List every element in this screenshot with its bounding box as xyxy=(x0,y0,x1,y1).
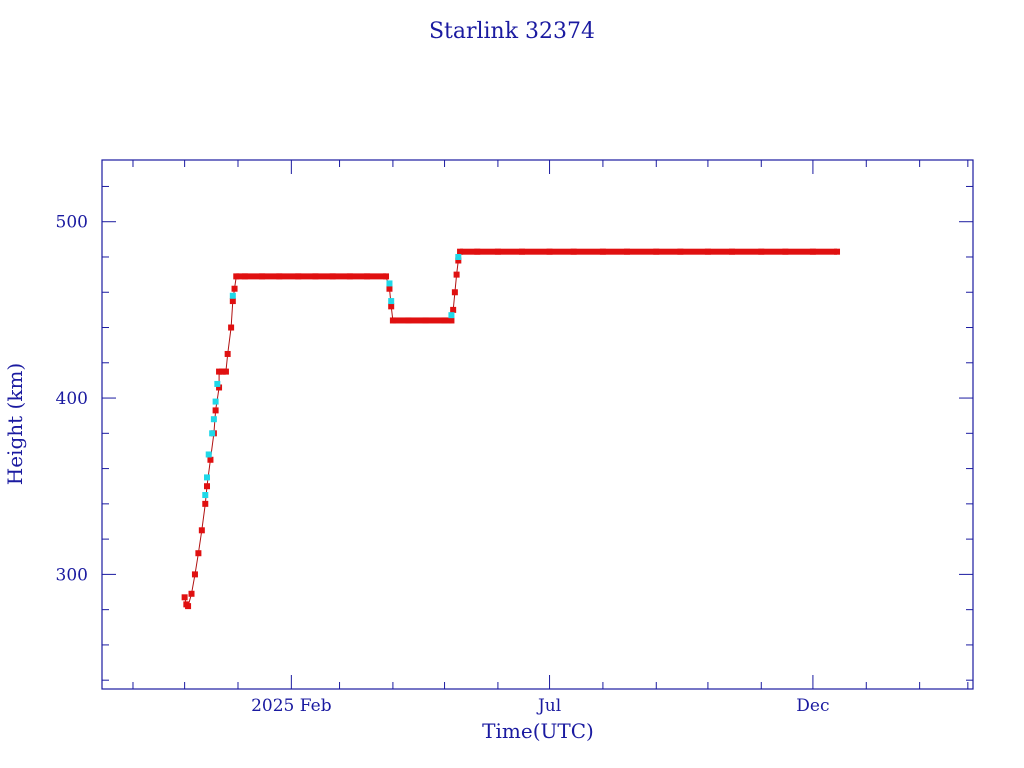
data-point-segment xyxy=(761,248,786,255)
data-point xyxy=(198,527,205,534)
data-point-segment xyxy=(349,273,368,280)
axis-ticks xyxy=(102,160,973,689)
data-point xyxy=(202,492,209,499)
data-point-segment xyxy=(522,248,550,255)
data-point xyxy=(386,285,393,292)
data-point xyxy=(383,273,390,280)
data-point xyxy=(388,298,395,305)
y-tick-label: 300 xyxy=(56,565,88,585)
data-point xyxy=(195,550,202,557)
x-axis-label: Time(UTC) xyxy=(482,719,594,743)
data-point-segment xyxy=(332,273,350,280)
height-trace-line xyxy=(184,251,837,608)
x-tick-label: Dec xyxy=(796,696,829,716)
data-point xyxy=(834,248,841,255)
data-point-segment xyxy=(602,248,628,255)
data-point-segment xyxy=(460,248,478,255)
data-point xyxy=(181,594,188,601)
data-point xyxy=(205,451,212,458)
data-point-segment xyxy=(573,248,603,255)
data-point-segment xyxy=(785,248,813,255)
data-point-segment xyxy=(680,248,708,255)
data-point xyxy=(188,590,195,597)
data-point xyxy=(451,289,458,296)
data-point xyxy=(202,500,209,507)
data-point xyxy=(453,271,460,278)
data-point xyxy=(212,407,219,414)
data-point xyxy=(210,416,217,423)
data-point xyxy=(209,430,216,437)
data-point-segment xyxy=(367,273,387,280)
data-point xyxy=(231,285,238,292)
data-point-segment xyxy=(497,248,523,255)
y-tick-label: 400 xyxy=(56,389,88,409)
data-points xyxy=(181,248,841,610)
data-point xyxy=(212,398,219,405)
data-point xyxy=(448,317,455,324)
plot-frame xyxy=(101,159,974,690)
data-point xyxy=(216,384,223,391)
data-point xyxy=(214,380,221,387)
data-point xyxy=(204,483,211,490)
data-point xyxy=(229,292,236,299)
data-point-segment xyxy=(656,248,681,255)
data-point-segment xyxy=(707,248,733,255)
data-point xyxy=(207,456,214,463)
data-point xyxy=(185,603,192,610)
data-point xyxy=(455,257,462,264)
data-point-segment xyxy=(477,248,498,255)
data-point xyxy=(455,253,462,260)
data-point-segment xyxy=(392,317,409,324)
data-point xyxy=(222,368,229,375)
data-point-segment xyxy=(549,248,574,255)
data-point xyxy=(386,280,393,287)
data-point xyxy=(224,350,231,357)
data-point-segment xyxy=(236,273,245,280)
data-point xyxy=(388,303,395,310)
data-point xyxy=(229,298,236,305)
data-point xyxy=(191,571,198,578)
data-point-segment xyxy=(732,248,762,255)
data-point-segment xyxy=(298,273,316,280)
data-point-segment xyxy=(812,248,838,255)
x-tick-label: 2025 Feb xyxy=(251,696,332,716)
data-point-segment xyxy=(627,248,657,255)
data-point xyxy=(204,474,211,481)
axis-tick-labels: 300 400 500 2025 Feb Jul Dec xyxy=(56,213,830,716)
data-point-segment xyxy=(408,317,426,324)
x-tick-label: Jul xyxy=(536,696,561,716)
data-point-segment xyxy=(244,273,263,280)
chart-title: Starlink 32374 xyxy=(429,19,595,44)
data-point-segment xyxy=(279,273,299,280)
data-point xyxy=(228,324,235,331)
data-point-segment xyxy=(425,317,445,324)
data-point xyxy=(450,306,457,313)
y-axis-label: Height (km) xyxy=(3,363,27,485)
y-tick-label: 500 xyxy=(56,213,88,233)
data-point xyxy=(448,312,455,319)
data-point-segment xyxy=(444,317,452,324)
data-point-segment xyxy=(262,273,280,280)
data-point-segment xyxy=(315,273,333,280)
